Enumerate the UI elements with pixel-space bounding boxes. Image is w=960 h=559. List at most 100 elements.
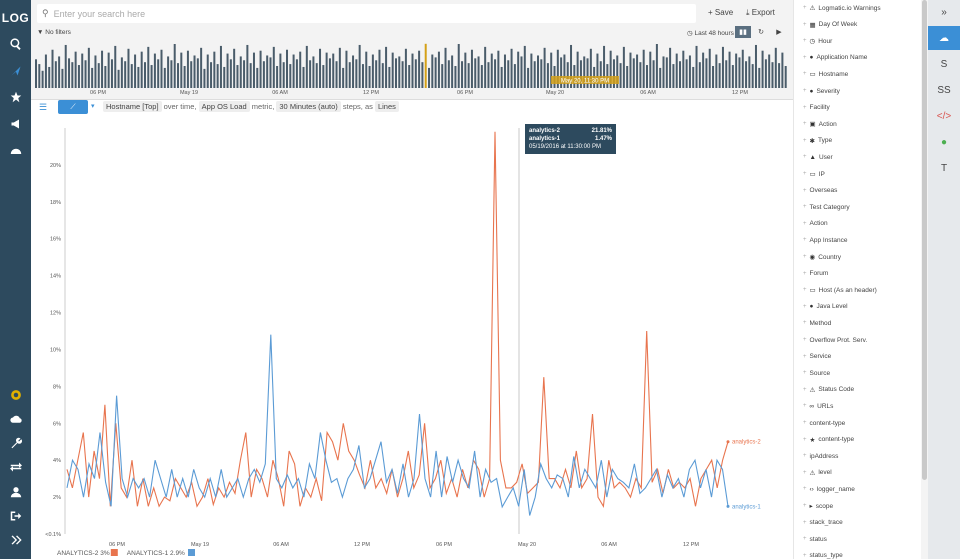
histogram-bar[interactable] xyxy=(761,50,764,88)
histogram-bar[interactable] xyxy=(712,66,715,88)
histogram-bar[interactable] xyxy=(603,45,606,88)
histogram-bar[interactable] xyxy=(642,49,645,88)
histogram-bar[interactable] xyxy=(421,62,424,88)
field-item[interactable]: + Overseas xyxy=(794,184,920,198)
histogram-bar[interactable] xyxy=(355,59,358,88)
histogram-bar[interactable] xyxy=(764,59,767,88)
chevron-down-icon[interactable]: ▾ xyxy=(91,103,95,110)
histogram-bar[interactable] xyxy=(302,66,305,88)
histogram-bar[interactable] xyxy=(51,49,54,88)
histogram-bar[interactable] xyxy=(163,67,166,88)
histogram-bar[interactable] xyxy=(745,61,748,88)
histogram-bar[interactable] xyxy=(556,49,559,88)
histogram-bar[interactable] xyxy=(84,60,87,88)
histogram-bar[interactable] xyxy=(101,50,104,88)
histogram-bar[interactable] xyxy=(81,53,84,88)
histogram-bar[interactable] xyxy=(503,54,506,88)
histogram-bar[interactable] xyxy=(652,60,655,88)
histogram-bar[interactable] xyxy=(540,59,543,88)
histogram-bar[interactable] xyxy=(411,53,414,88)
list-view-icon[interactable]: ☰ xyxy=(39,102,48,112)
histogram-bar[interactable] xyxy=(388,66,391,88)
histogram-bar[interactable] xyxy=(124,61,127,88)
histogram-bar[interactable] xyxy=(342,67,345,88)
histogram-bar[interactable] xyxy=(662,56,665,88)
bar-chart-toggle[interactable]: ▮▮ xyxy=(735,26,751,38)
histogram-bar[interactable] xyxy=(97,63,100,88)
histogram-bar[interactable] xyxy=(728,51,731,88)
histogram-bar[interactable] xyxy=(68,58,71,88)
histogram-bar[interactable] xyxy=(375,60,378,88)
histogram-bar[interactable] xyxy=(669,47,672,88)
search-input[interactable] xyxy=(53,8,674,19)
histogram-bar[interactable] xyxy=(110,59,113,88)
histogram-bar[interactable] xyxy=(702,52,705,88)
histogram-bar[interactable] xyxy=(560,57,563,88)
histogram-bar[interactable] xyxy=(157,59,160,88)
histogram-bar[interactable] xyxy=(127,48,130,88)
histogram-bar[interactable] xyxy=(269,57,272,88)
histogram-bar[interactable] xyxy=(484,46,487,88)
histogram-bar[interactable] xyxy=(718,63,721,88)
histogram-bar[interactable] xyxy=(216,64,219,88)
histogram-bar[interactable] xyxy=(480,65,483,88)
histogram-bar[interactable] xyxy=(147,46,150,88)
histogram-bar[interactable] xyxy=(695,45,698,88)
histogram-bar[interactable] xyxy=(748,56,751,88)
histogram-bar[interactable] xyxy=(510,48,513,88)
histogram-bar[interactable] xyxy=(774,47,777,88)
histogram-bar[interactable] xyxy=(685,59,688,88)
histogram-bar[interactable] xyxy=(576,51,579,88)
histogram-bar[interactable] xyxy=(659,67,662,88)
time-range[interactable]: ◷ Last 48 hours xyxy=(687,29,734,37)
field-item[interactable]: + ▲ User xyxy=(794,150,920,164)
histogram-bar[interactable] xyxy=(143,62,146,88)
field-item[interactable]: + ✱ Type xyxy=(794,134,920,148)
field-item[interactable]: + status_type xyxy=(794,549,920,559)
histogram-bar[interactable] xyxy=(520,56,523,88)
histogram-bar[interactable] xyxy=(517,51,520,88)
histogram-bar[interactable] xyxy=(64,44,67,88)
histogram-bar[interactable] xyxy=(487,62,490,88)
refresh-icon[interactable]: ↻ xyxy=(758,29,764,36)
histogram-bar[interactable] xyxy=(437,51,440,88)
field-item[interactable]: + ◷ Hour xyxy=(794,34,920,48)
histogram-bar[interactable] xyxy=(470,49,473,88)
histogram-bar[interactable] xyxy=(751,64,754,88)
histogram-bar[interactable] xyxy=(276,66,279,88)
filters-indicator[interactable]: ▼ No filters xyxy=(37,29,71,36)
histogram-bar[interactable] xyxy=(167,56,170,88)
line-chart-button[interactable]: ⟋ xyxy=(58,100,88,114)
histogram-bar[interactable] xyxy=(249,63,252,88)
histogram-bar[interactable] xyxy=(612,59,615,88)
histogram-bar[interactable] xyxy=(513,64,516,88)
histogram-bar[interactable] xyxy=(619,63,622,88)
histogram-bar[interactable] xyxy=(394,58,397,88)
histogram-bar[interactable] xyxy=(688,55,691,88)
histogram-bar[interactable] xyxy=(447,60,450,88)
histogram-bar[interactable] xyxy=(114,45,117,88)
histogram-bar[interactable] xyxy=(583,56,586,88)
histogram-bar[interactable] xyxy=(457,44,460,88)
histogram-bar[interactable] xyxy=(134,54,137,88)
display-chip[interactable]: Lines xyxy=(374,101,399,112)
histogram-bar[interactable] xyxy=(454,66,457,88)
expand-icon[interactable] xyxy=(0,530,31,550)
histogram-bar[interactable] xyxy=(424,43,427,88)
histogram-bar[interactable] xyxy=(589,48,592,88)
megaphone-icon[interactable] xyxy=(0,114,31,134)
histogram-bar[interactable] xyxy=(48,66,51,88)
histogram-bar[interactable] xyxy=(494,59,497,88)
histogram-bar[interactable] xyxy=(754,44,757,88)
histogram-bar[interactable] xyxy=(533,61,536,88)
histogram-bar[interactable] xyxy=(381,63,384,88)
histogram-bar[interactable] xyxy=(173,44,176,88)
histogram-bar[interactable] xyxy=(431,54,434,88)
field-item[interactable]: + App Instance xyxy=(794,233,920,247)
field-item[interactable]: + Source xyxy=(794,366,920,380)
histogram-bar[interactable] xyxy=(566,62,569,88)
histogram-bar[interactable] xyxy=(153,53,156,88)
histogram-bar[interactable] xyxy=(705,58,708,88)
field-item[interactable]: + ◉ Country xyxy=(794,250,920,264)
histogram-bar[interactable] xyxy=(715,54,718,88)
